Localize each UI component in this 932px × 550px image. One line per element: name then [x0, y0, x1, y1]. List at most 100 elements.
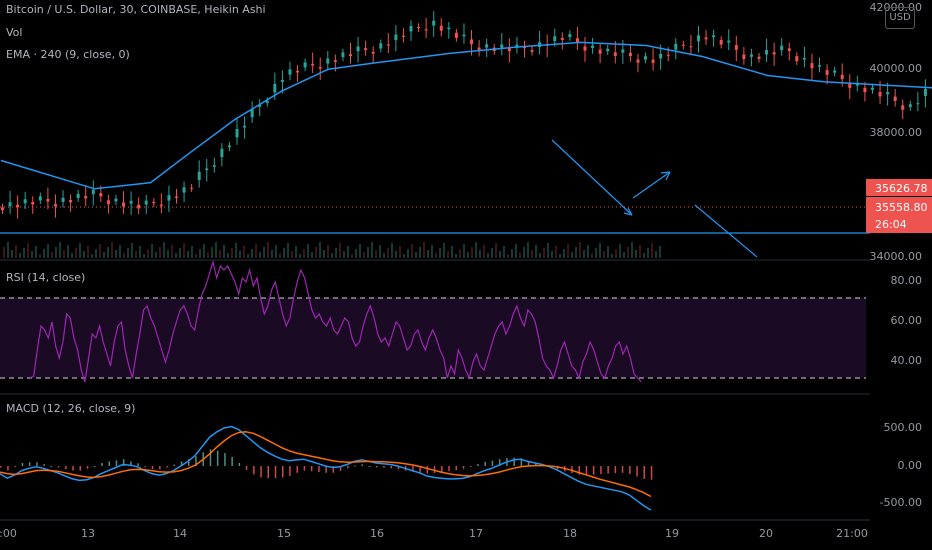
- volume-bar: [307, 244, 309, 258]
- macd-histogram-bar: [397, 466, 400, 470]
- candle-body: [31, 201, 35, 205]
- volume-bar: [339, 243, 341, 258]
- price-axis-label: 40000.00: [870, 62, 923, 75]
- candle-body: [757, 56, 761, 59]
- time-axis-label: 17: [469, 527, 483, 540]
- macd-histogram-bar: [332, 466, 335, 473]
- volume-bar: [495, 243, 497, 258]
- volume-bar: [63, 250, 65, 258]
- rebound-arrow: [632, 171, 671, 199]
- macd-histogram-bar: [368, 466, 371, 467]
- volume-bar: [419, 247, 421, 258]
- time-axis-label: 20: [759, 527, 773, 540]
- candle-body: [91, 189, 95, 195]
- volume-bar: [283, 248, 285, 258]
- macd-histogram-bar: [282, 466, 284, 478]
- candle-body: [878, 92, 882, 97]
- candle-body: [644, 56, 648, 60]
- volume-bar: [515, 244, 517, 258]
- volume-bar: [411, 244, 413, 258]
- volume-bar: [619, 244, 621, 258]
- candle-body: [8, 202, 12, 207]
- rsi-axis-label: 40.00: [891, 354, 923, 367]
- price-axis-label: 38000.00: [870, 126, 923, 139]
- macd-axis-label: 0.00: [898, 459, 923, 472]
- macd-histogram-bar: [650, 466, 653, 480]
- volume-bar: [243, 246, 245, 258]
- price-badge: [866, 179, 932, 196]
- candle-body: [765, 50, 769, 55]
- macd-histogram-bar: [513, 457, 515, 466]
- volume-bar: [195, 254, 197, 258]
- volume-bar: [239, 251, 241, 258]
- macd-histogram-bar: [188, 459, 190, 466]
- volume-bar: [83, 251, 85, 258]
- volume-bar: [79, 243, 81, 258]
- macd-histogram-bar: [303, 466, 306, 471]
- candle-body: [825, 70, 829, 75]
- price-axis-label: 34000.00: [870, 250, 923, 263]
- rsi-axis-label: 80.00: [891, 274, 923, 287]
- macd-histogram-bar: [94, 466, 96, 467]
- macd-histogram-bar: [144, 466, 147, 467]
- volume-bar: [175, 253, 177, 258]
- macd-histogram-bar: [448, 466, 450, 472]
- candle-body: [205, 168, 209, 171]
- candle-body: [379, 43, 383, 49]
- volume-bar: [451, 246, 453, 258]
- volume-bar: [151, 244, 153, 258]
- volume-bar: [219, 250, 221, 258]
- candle-body: [606, 48, 610, 52]
- candle-body: [144, 200, 148, 205]
- signal-line: [0, 431, 652, 498]
- macd-histogram-bar: [224, 453, 226, 466]
- volume-bar: [75, 248, 77, 258]
- volume-bar: [191, 246, 193, 258]
- candle-body: [250, 108, 254, 118]
- time-axis-label: 19: [665, 527, 679, 540]
- volume-bar: [647, 248, 649, 258]
- macd-histogram-bar: [36, 462, 38, 466]
- volume-bar: [471, 247, 473, 258]
- macd-histogram-bar: [629, 466, 631, 474]
- time-axis-label: 16: [370, 527, 384, 540]
- price-badge-text: 35626.78: [875, 182, 928, 195]
- candle-body: [530, 49, 534, 52]
- macd-histogram-bar: [491, 460, 494, 466]
- macd-histogram-bar: [376, 466, 378, 468]
- macd-histogram-bar: [361, 464, 363, 466]
- macd-histogram-bar: [441, 466, 443, 473]
- volume-bar: [463, 244, 465, 258]
- volume-bar: [267, 242, 269, 258]
- volume-bar: [523, 247, 525, 258]
- volume-bar: [359, 244, 361, 258]
- macd-histogram-bar: [79, 466, 81, 471]
- downtrend-arrow: [551, 139, 633, 216]
- volume-bar: [163, 242, 165, 258]
- candle-body: [462, 34, 466, 37]
- candle-body: [470, 39, 474, 45]
- currency-badge[interactable]: USD: [885, 7, 915, 29]
- volume-bar: [223, 245, 225, 258]
- candle-body: [795, 56, 799, 62]
- volume-bar: [271, 250, 273, 258]
- volume-bar: [15, 245, 17, 258]
- volume-bar: [115, 250, 117, 258]
- candle-body: [447, 27, 451, 30]
- volume-bar: [575, 247, 577, 258]
- volume-bar: [499, 251, 501, 258]
- macd-histogram-bar: [173, 464, 175, 466]
- macd-histogram-bar: [527, 461, 530, 466]
- volume-bar: [435, 253, 437, 258]
- macd-histogram-bar: [65, 466, 67, 469]
- volume-bar: [579, 242, 581, 258]
- candle-body: [651, 59, 655, 63]
- volume-bar: [67, 245, 69, 258]
- arrow-head: [665, 171, 671, 181]
- candle-body: [522, 46, 526, 49]
- candle-body: [122, 202, 126, 207]
- volume-bar: [207, 252, 209, 258]
- volume-bar: [215, 242, 217, 258]
- candle-body: [348, 54, 352, 57]
